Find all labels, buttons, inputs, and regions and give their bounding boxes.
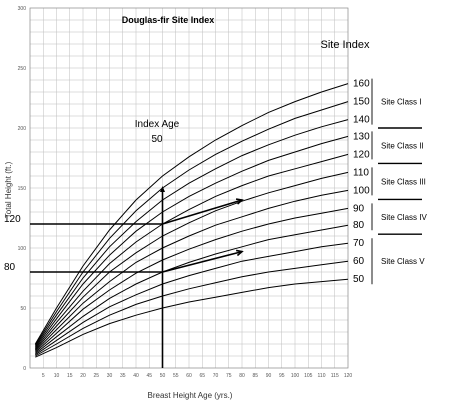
curve-label-70: 70 (353, 238, 365, 249)
curve-label-110: 110 (353, 167, 369, 178)
site-index-curves (34, 83, 349, 358)
x-tick-label: 110 (318, 373, 326, 379)
site-index-curve-130 (34, 135, 349, 348)
x-tick-label: 5 (42, 373, 45, 379)
site-index-curve-60 (35, 260, 349, 357)
x-tick-label: 85 (252, 373, 258, 379)
curve-label-60: 60 (353, 256, 365, 267)
y-tick-labels: 0 50 100 150 200 250 300 (18, 6, 27, 372)
x-tick-label: 75 (226, 373, 232, 379)
site-index-header: Site Index (321, 39, 370, 51)
x-tick-label: 65 (199, 373, 205, 379)
site-index-curve-80 (34, 224, 349, 354)
plot-frame (29, 7, 349, 369)
curve-label-120: 120 (353, 149, 370, 160)
curve-label-150: 150 (353, 97, 370, 108)
curve-label-130: 130 (353, 131, 370, 142)
reference-arrow-80 (162, 250, 243, 273)
y-tick-label: 200 (18, 126, 27, 132)
index-age-label: Index Age (135, 119, 180, 130)
site-class-label-5: Site Class V (381, 257, 425, 266)
x-tick-label: 80 (239, 373, 245, 379)
y-tick-label: 100 (18, 246, 27, 252)
y-tick-label: 50 (20, 306, 26, 312)
x-tick-label: 10 (54, 373, 60, 379)
reference-lines: 120 80 (4, 186, 244, 368)
y-tick-label: 300 (18, 6, 27, 12)
reference-arrow-head-120 (235, 198, 244, 205)
y-tick-label: 0 (23, 366, 26, 372)
site-class-brackets: Site Class I Site Class II Site Class III S… (371, 78, 427, 285)
x-tick-label: 35 (120, 373, 126, 379)
curve-label-160: 160 (353, 79, 370, 90)
site-index-curve-160 (34, 83, 349, 345)
x-axis-title: Breast Height Age (yrs.) (148, 391, 233, 400)
reference-arrow-120 (162, 199, 243, 225)
curve-label-50: 50 (353, 274, 365, 285)
reference-label-120: 120 (4, 214, 21, 225)
x-tick-label: 15 (67, 373, 73, 379)
x-tick-label: 60 (186, 373, 192, 379)
x-tick-label: 70 (213, 373, 219, 379)
site-index-curve-140 (34, 119, 349, 347)
index-age-arrow-head (160, 186, 165, 192)
reference-arrow-head-80 (235, 249, 244, 257)
site-index-curve-110 (34, 171, 349, 351)
site-class-label-3: Site Class III (381, 177, 426, 186)
x-tick-label: 115 (331, 373, 339, 379)
x-tick-label: 45 (146, 373, 152, 379)
x-tick-label: 105 (304, 373, 313, 379)
chart-title: Douglas-fir Site Index (122, 15, 215, 25)
site-index-curve-90 (34, 207, 349, 353)
site-index-curve-70 (35, 242, 349, 356)
x-tick-labels: 5 10 15 20 25 30 35 40 45 50 55 60 65 70 75 80 85 90 95 100… (42, 373, 353, 379)
x-tick-label: 95 (279, 373, 285, 379)
x-tick-label: 100 (291, 373, 300, 379)
x-tick-label: 120 (344, 373, 353, 379)
curve-labels: 160 150 140 130 120 110 100 90 80 70 60 50 (353, 79, 370, 286)
grid (30, 8, 348, 368)
site-class-label-1: Site Class I (381, 98, 421, 107)
x-tick-label: 20 (80, 373, 86, 379)
site-index-curve-120 (34, 153, 349, 350)
x-tick-label: 25 (93, 373, 99, 379)
reference-label-80: 80 (4, 262, 16, 273)
curve-label-90: 90 (353, 203, 365, 214)
y-tick-label: 250 (18, 66, 27, 72)
index-age-value: 50 (151, 134, 163, 145)
curve-label-140: 140 (353, 115, 370, 126)
x-tick-label: 40 (133, 373, 139, 379)
x-tick-label: 30 (107, 373, 113, 379)
x-tick-label: 55 (173, 373, 179, 379)
site-class-label-4: Site Class IV (381, 213, 427, 222)
site-index-curve-50 (35, 278, 349, 358)
y-tick-label: 150 (18, 186, 27, 192)
curve-label-80: 80 (353, 220, 365, 231)
site-class-label-2: Site Class II (381, 141, 424, 150)
y-axis-title: Total Height (ft.) (4, 161, 13, 218)
curve-label-100: 100 (353, 185, 370, 196)
x-tick-label: 50 (160, 373, 166, 379)
x-tick-label: 90 (266, 373, 272, 379)
site-index-curve-100 (34, 189, 349, 352)
